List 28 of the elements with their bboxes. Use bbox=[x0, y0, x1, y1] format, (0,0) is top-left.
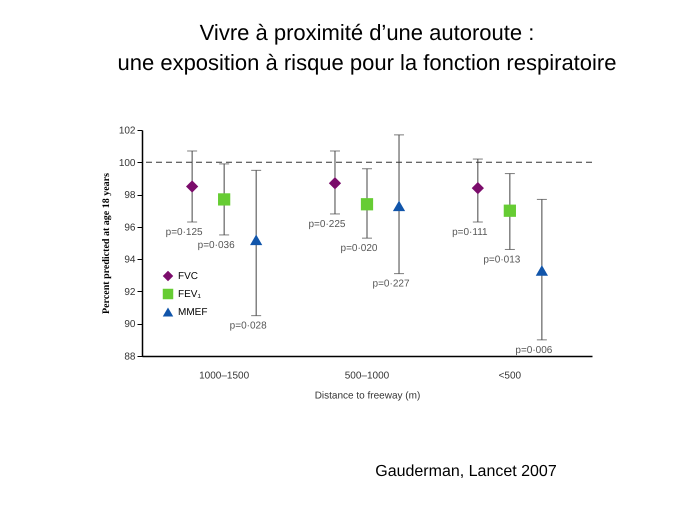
legend-label: FEV₁ bbox=[178, 289, 202, 300]
x-axis-title: Distance to freeway (m) bbox=[314, 390, 420, 402]
text: Gauderman, Lancet 2007 bbox=[375, 463, 557, 480]
annotation: p=0·125 bbox=[166, 227, 204, 238]
y-tick-label: 94 bbox=[124, 254, 136, 266]
y-tick-label: 96 bbox=[124, 222, 136, 234]
x-tick-label: 500–1000 bbox=[344, 370, 390, 382]
annotation: p=0·028 bbox=[230, 320, 268, 332]
y-tick-label: 100 bbox=[118, 158, 136, 169]
annotation: p=0·225 bbox=[308, 218, 346, 230]
y-tick-label: 92 bbox=[124, 286, 136, 298]
text: Vivre à proximité d’une autoroute : bbox=[200, 20, 534, 45]
y-tick-label: 88 bbox=[124, 352, 136, 362]
y-tick-label: 102 bbox=[118, 126, 136, 136]
annotation: p=0·013 bbox=[483, 254, 521, 266]
x-tick-label: 1000–1500 bbox=[199, 370, 250, 382]
legend-label: MMEF bbox=[178, 307, 208, 318]
x-tick-label: <500 bbox=[498, 370, 522, 382]
y-axis-title: Percent predicted at age 18 years bbox=[100, 172, 112, 314]
legend-label: FVC bbox=[178, 271, 198, 282]
text: une exposition à risque pour la fonction respiratoire bbox=[118, 50, 616, 75]
annotation: p=0·006 bbox=[515, 344, 553, 356]
y-tick-label: 90 bbox=[124, 319, 136, 330]
annotation: p=0·020 bbox=[340, 243, 378, 254]
annotation: p=0·036 bbox=[198, 240, 236, 251]
y-tick-label: 98 bbox=[124, 190, 136, 202]
annotation: p=0·227 bbox=[372, 278, 410, 290]
annotation: p=0·111 bbox=[452, 227, 488, 238]
